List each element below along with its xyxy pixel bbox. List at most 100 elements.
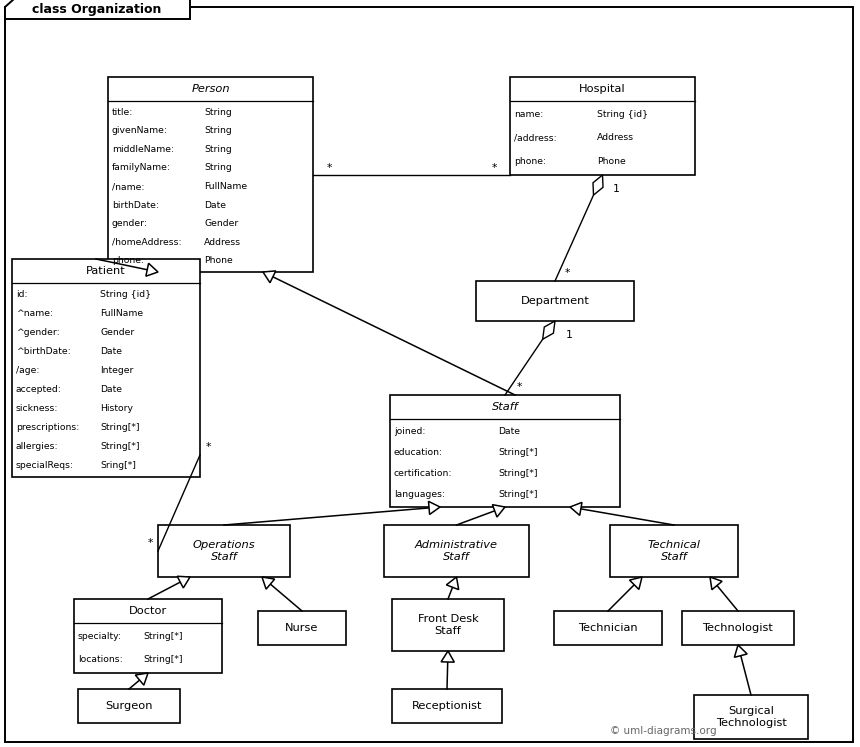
Polygon shape — [135, 673, 148, 685]
Text: Surgeon: Surgeon — [105, 701, 153, 711]
Polygon shape — [428, 501, 440, 515]
Text: /homeAddress:: /homeAddress: — [112, 238, 181, 247]
Text: /name:: /name: — [112, 182, 144, 191]
Text: Gender: Gender — [101, 328, 135, 337]
Text: phone:: phone: — [112, 256, 144, 265]
Polygon shape — [734, 645, 747, 657]
Text: middleName:: middleName: — [112, 145, 174, 154]
Text: FullName: FullName — [101, 309, 144, 318]
Bar — [392, 689, 502, 723]
Text: *: * — [491, 163, 497, 173]
Text: 1: 1 — [613, 184, 620, 194]
Polygon shape — [263, 271, 276, 283]
Polygon shape — [593, 175, 603, 195]
Text: joined:: joined: — [394, 427, 426, 436]
Text: History: History — [101, 404, 133, 413]
Text: *: * — [147, 538, 153, 548]
Text: Sring[*]: Sring[*] — [101, 461, 136, 470]
Text: Patient: Patient — [86, 266, 126, 276]
Text: Person: Person — [191, 84, 230, 94]
Text: Nurse: Nurse — [286, 623, 319, 633]
Text: String {id}: String {id} — [597, 111, 648, 120]
Text: familyName:: familyName: — [112, 164, 171, 173]
Bar — [258, 611, 346, 645]
Polygon shape — [146, 263, 158, 276]
Polygon shape — [177, 576, 190, 588]
Polygon shape — [5, 0, 190, 19]
Text: String[*]: String[*] — [144, 632, 183, 641]
Text: Gender: Gender — [205, 219, 238, 228]
Text: String[*]: String[*] — [498, 490, 538, 499]
Text: String {id}: String {id} — [101, 290, 151, 299]
Text: © uml-diagrams.org: © uml-diagrams.org — [610, 726, 716, 736]
Polygon shape — [262, 577, 274, 589]
Text: ^name:: ^name: — [16, 309, 53, 318]
Text: name:: name: — [514, 111, 544, 120]
Text: Technologist: Technologist — [703, 623, 773, 633]
Polygon shape — [630, 577, 642, 589]
Text: Department: Department — [520, 296, 589, 306]
Text: sickness:: sickness: — [16, 404, 58, 413]
Polygon shape — [543, 321, 555, 339]
Text: Date: Date — [205, 201, 226, 210]
Bar — [390, 395, 620, 507]
Text: ^birthDate:: ^birthDate: — [16, 347, 71, 356]
Text: Integer: Integer — [101, 366, 134, 375]
Text: String: String — [205, 108, 232, 117]
Text: Phone: Phone — [205, 256, 233, 265]
Text: birthDate:: birthDate: — [112, 201, 159, 210]
Text: 1: 1 — [566, 330, 573, 340]
Text: String[*]: String[*] — [101, 423, 140, 432]
Polygon shape — [570, 503, 582, 515]
Text: Technical
Staff: Technical Staff — [648, 540, 700, 562]
Polygon shape — [710, 577, 722, 589]
Bar — [158, 525, 290, 577]
Text: String: String — [205, 126, 232, 135]
Text: String[*]: String[*] — [101, 442, 140, 451]
Text: Administrative
Staff: Administrative Staff — [415, 540, 498, 562]
Text: Doctor: Doctor — [129, 606, 167, 616]
Bar — [108, 77, 313, 272]
Text: specialty:: specialty: — [78, 632, 122, 641]
Text: Hospital: Hospital — [579, 84, 626, 94]
Bar — [74, 599, 222, 673]
Text: Operations
Staff: Operations Staff — [193, 540, 255, 562]
Bar — [682, 611, 794, 645]
Text: Surgical
Technologist: Surgical Technologist — [716, 706, 786, 728]
Text: String: String — [205, 164, 232, 173]
Text: Receptionist: Receptionist — [412, 701, 482, 711]
Text: Phone: Phone — [597, 157, 626, 166]
Bar — [694, 695, 808, 739]
Bar — [554, 611, 662, 645]
Text: prescriptions:: prescriptions: — [16, 423, 79, 432]
Text: education:: education: — [394, 448, 443, 457]
Text: /age:: /age: — [16, 366, 40, 375]
Text: String: String — [205, 145, 232, 154]
Text: gender:: gender: — [112, 219, 148, 228]
Bar — [610, 525, 738, 577]
Text: givenName:: givenName: — [112, 126, 168, 135]
Text: accepted:: accepted: — [16, 385, 62, 394]
Text: Technician: Technician — [578, 623, 638, 633]
Bar — [12, 259, 200, 477]
Bar — [384, 525, 529, 577]
Bar — [510, 77, 695, 175]
Text: class Organization: class Organization — [33, 2, 162, 16]
Text: title:: title: — [112, 108, 133, 117]
Polygon shape — [441, 651, 454, 662]
Text: Date: Date — [101, 385, 122, 394]
Text: ^gender:: ^gender: — [16, 328, 59, 337]
Text: String[*]: String[*] — [498, 469, 538, 478]
Text: certification:: certification: — [394, 469, 452, 478]
Text: *: * — [326, 163, 332, 173]
Bar — [476, 281, 634, 321]
Text: phone:: phone: — [514, 157, 546, 166]
Text: locations:: locations: — [78, 655, 123, 664]
Text: id:: id: — [16, 290, 28, 299]
Text: Date: Date — [498, 427, 520, 436]
Text: Front Desk
Staff: Front Desk Staff — [418, 614, 478, 636]
Text: Staff: Staff — [492, 402, 519, 412]
Bar — [392, 599, 504, 651]
Text: Address: Address — [597, 134, 634, 143]
Text: specialReqs:: specialReqs: — [16, 461, 74, 470]
